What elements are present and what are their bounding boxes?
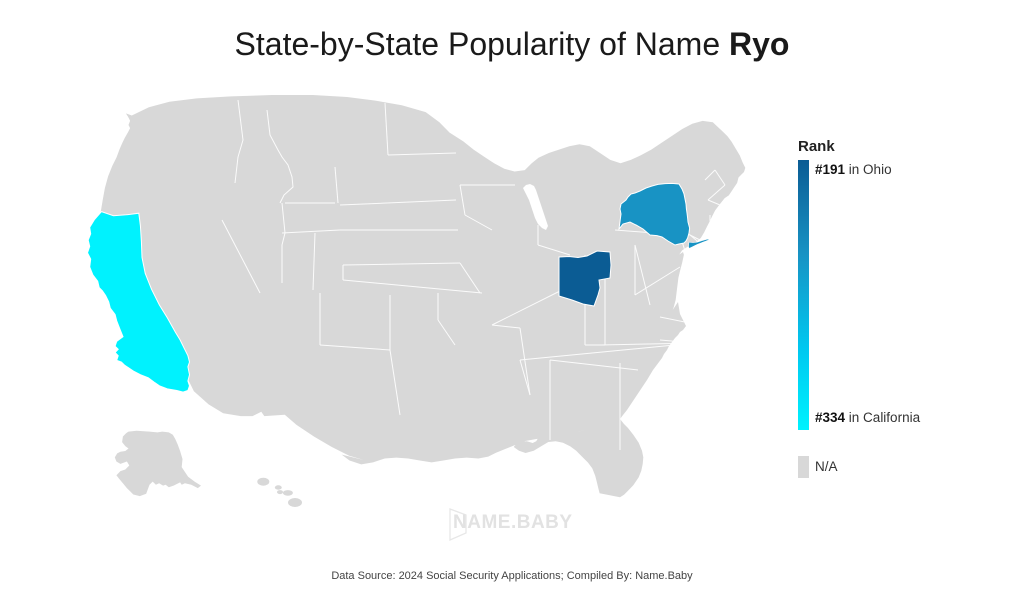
svg-text:NAME.BABY: NAME.BABY — [453, 512, 573, 533]
